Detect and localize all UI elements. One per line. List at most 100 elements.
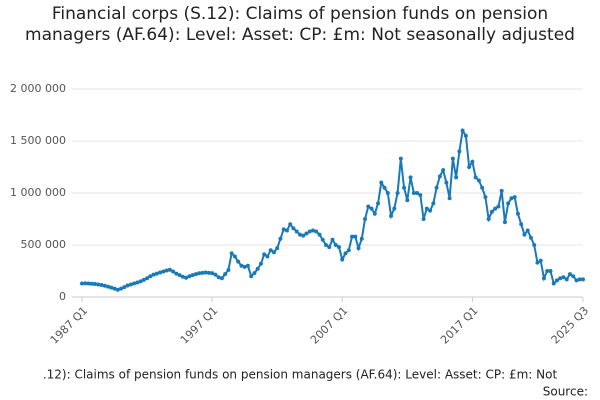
data-point: [418, 193, 423, 198]
footer: .12): Claims of pension funds on pension…: [43, 368, 558, 382]
data-point: [463, 133, 468, 138]
x-tick-label: 1987 Q1: [48, 304, 91, 347]
data-point: [564, 277, 569, 282]
data-point: [138, 279, 143, 284]
data-point: [232, 254, 237, 259]
data-point: [444, 180, 449, 185]
data-point: [249, 274, 254, 279]
data-point: [158, 270, 163, 275]
data-point: [132, 281, 137, 286]
data-point: [496, 204, 501, 209]
data-point: [581, 277, 585, 282]
data-point: [363, 217, 368, 221]
data-point: [141, 277, 146, 282]
data-point: [450, 156, 455, 161]
data-point: [512, 195, 517, 200]
data-point: [489, 209, 494, 214]
data-point: [447, 196, 452, 201]
data-point: [174, 271, 179, 276]
data-point: [389, 213, 394, 218]
y-tick-label: 500 000: [21, 238, 67, 251]
data-point: [223, 272, 228, 277]
data-point: [177, 273, 182, 278]
data-point: [509, 196, 514, 201]
source: Source:: [543, 385, 588, 399]
data-point: [473, 175, 478, 180]
data-point: [366, 204, 371, 209]
data-point: [346, 248, 351, 253]
series-line: [81, 127, 583, 291]
data-point: [314, 229, 319, 234]
data-point: [385, 191, 390, 195]
data-point: [330, 237, 335, 242]
data-point: [193, 272, 198, 277]
data-point: [480, 185, 485, 190]
data-point: [522, 232, 527, 237]
data-point: [89, 281, 94, 286]
data-point: [532, 243, 537, 247]
y-tick-label: 2 000 000: [10, 82, 66, 95]
data-point: [392, 206, 397, 211]
y-tick-label: 1 500 000: [10, 134, 66, 147]
data-point: [190, 273, 195, 278]
data-point: [135, 280, 140, 285]
data-point: [454, 175, 459, 180]
data-point: [115, 287, 120, 292]
data-point: [200, 270, 205, 275]
data-point: [164, 268, 169, 273]
data-point: [236, 259, 241, 264]
data-point: [167, 267, 172, 272]
data-point: [102, 283, 107, 288]
data-point: [337, 245, 342, 250]
data-point: [441, 168, 446, 173]
data-point: [567, 272, 572, 277]
data-point: [171, 269, 176, 274]
data-point: [376, 201, 381, 206]
data-point: [353, 234, 358, 239]
data-point: [415, 191, 420, 195]
data-point: [333, 243, 338, 247]
data-point: [535, 260, 540, 265]
data-point: [372, 211, 377, 216]
data-point: [554, 278, 559, 283]
data-point: [574, 278, 579, 283]
data-point: [213, 272, 218, 277]
x-tick-label: 2017 Q1: [438, 304, 481, 347]
data-point: [106, 284, 111, 289]
data-point: [525, 228, 530, 233]
data-point: [184, 275, 189, 280]
data-point: [538, 258, 543, 263]
data-point: [577, 277, 582, 282]
data-point: [284, 228, 289, 233]
data-point: [161, 269, 166, 274]
data-point: [502, 220, 507, 225]
data-point: [151, 272, 156, 277]
data-point: [242, 264, 247, 269]
data-point: [239, 263, 244, 268]
data-point: [548, 269, 553, 273]
data-point: [265, 254, 270, 259]
data-point: [83, 281, 88, 286]
data-point: [460, 128, 465, 133]
data-point: [317, 232, 322, 237]
x-tick-label: 2025 Q3: [549, 304, 592, 347]
chart-title: Financial corps (S.12): Claims of pensio…: [25, 4, 575, 45]
data-point: [96, 282, 101, 287]
data-point: [424, 206, 429, 211]
x-tick-label: 2007 Q1: [308, 304, 351, 347]
data-point: [571, 274, 576, 279]
data-point: [291, 226, 296, 231]
data-point: [323, 243, 328, 247]
data-point: [206, 270, 211, 275]
data-point: [255, 266, 260, 271]
data-point: [275, 246, 280, 251]
data-point: [528, 235, 533, 240]
data-point: [216, 275, 221, 280]
data-point: [431, 201, 436, 206]
data-point: [408, 175, 413, 180]
data-point: [327, 245, 332, 250]
data-point: [493, 206, 498, 211]
y-tick-label: 1 000 000: [10, 186, 66, 199]
data-point: [187, 274, 192, 279]
